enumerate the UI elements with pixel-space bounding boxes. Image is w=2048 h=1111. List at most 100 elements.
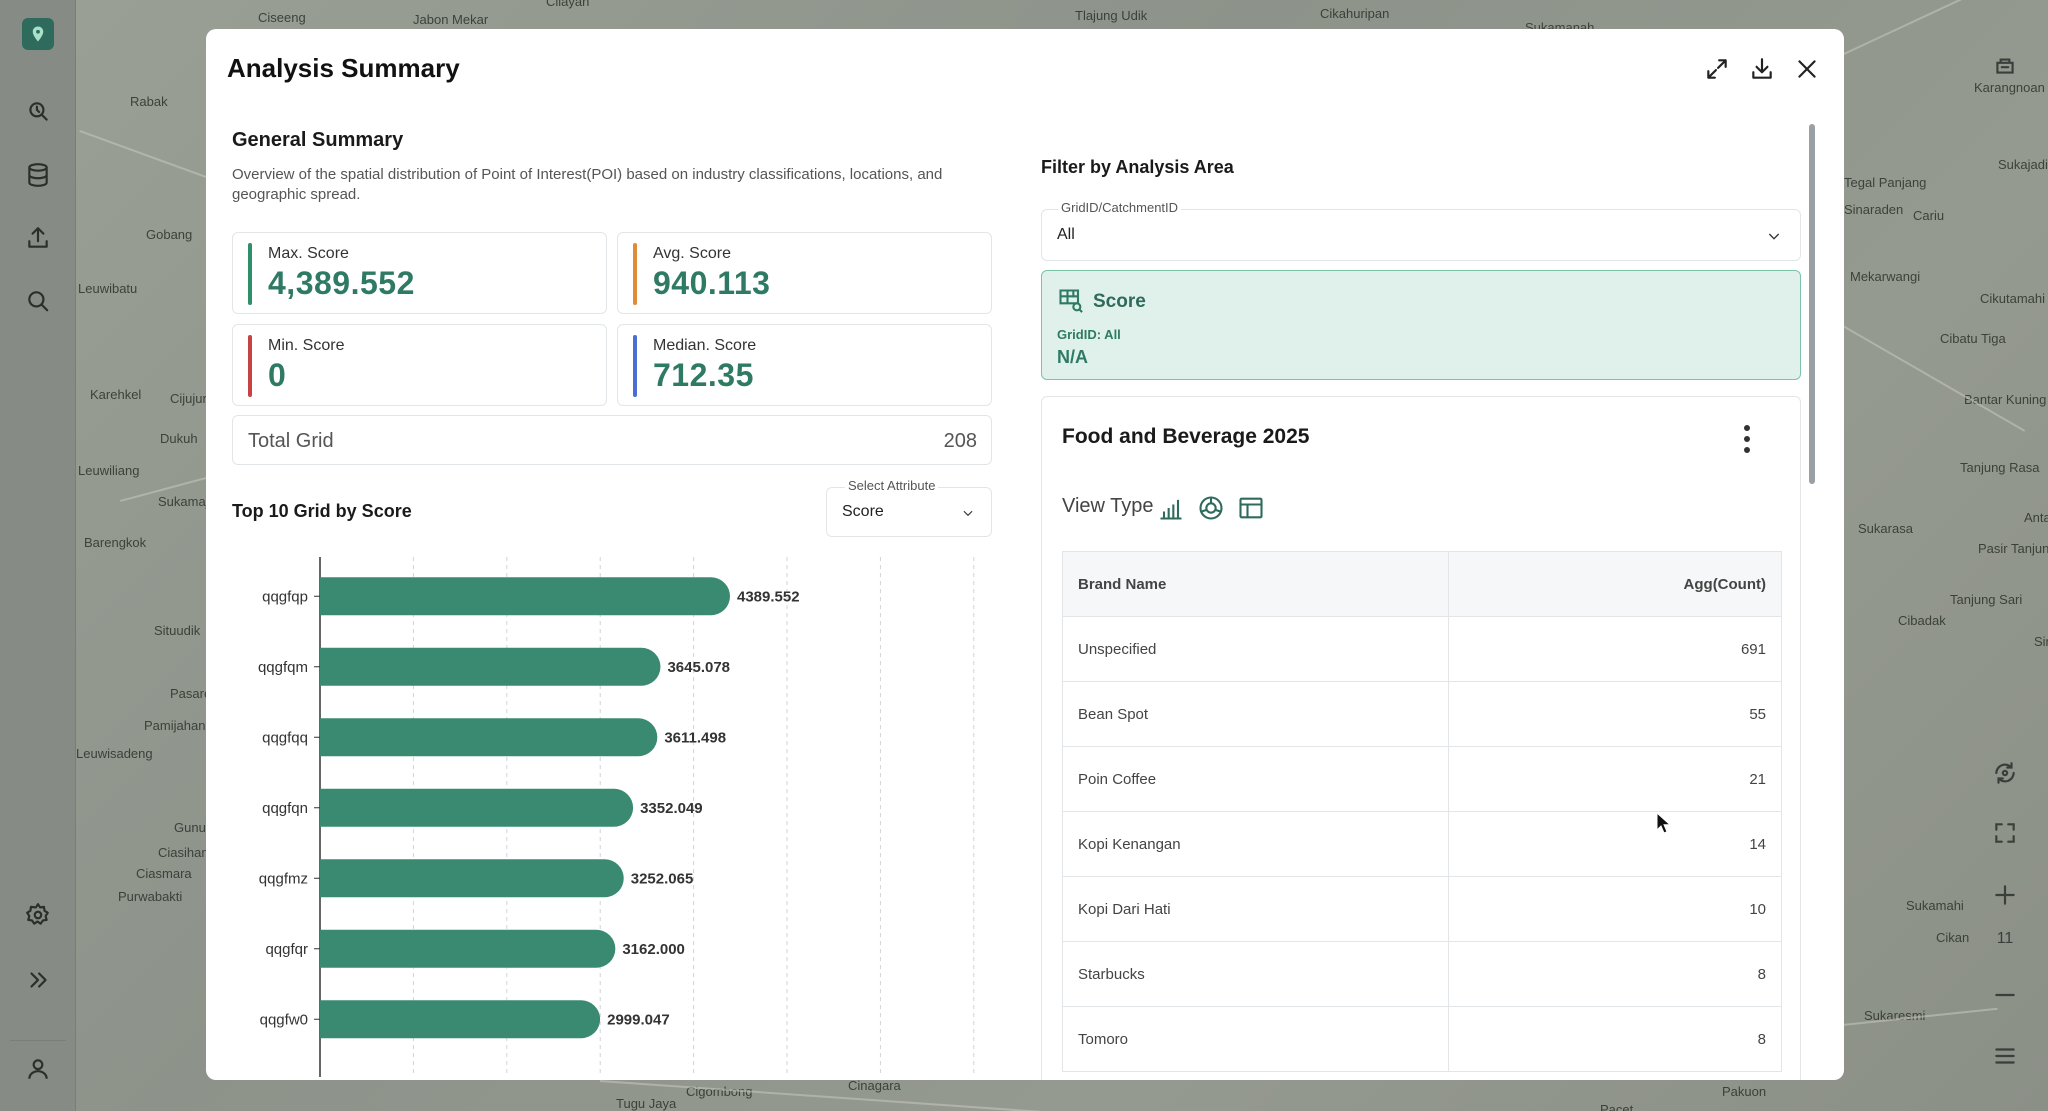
table-row[interactable]: Starbucks 8 xyxy=(1062,941,1782,1007)
select-attribute-value: Score xyxy=(842,503,884,520)
score-card-title: Score xyxy=(1093,291,1146,312)
user-icon[interactable] xyxy=(10,1040,66,1096)
panel-scrollbar[interactable] xyxy=(1809,124,1815,484)
map-place-label: Cikutamahi xyxy=(1980,291,2046,306)
score-card[interactable]: Score GridID: All N/A xyxy=(1041,270,1801,380)
agg-count-cell: 21 xyxy=(1448,746,1782,812)
total-grid-value: 208 xyxy=(943,430,977,452)
agg-count-cell: 10 xyxy=(1448,876,1782,942)
map-place-label: Pamijahan xyxy=(144,718,206,733)
chevron-down-icon xyxy=(1768,233,1780,240)
map-place-label: Cikahuripan xyxy=(1320,6,1390,21)
map-search-icon[interactable] xyxy=(20,94,56,130)
map-place-label: Pakuon xyxy=(1722,1084,1767,1099)
more-options-icon[interactable] xyxy=(1732,419,1762,459)
map-place-label: Situudik xyxy=(154,623,201,638)
map-place-label: Tanjung Sari xyxy=(1950,592,2023,607)
search-icon[interactable] xyxy=(20,283,56,319)
general-summary-title: General Summary xyxy=(232,129,404,151)
food-beverage-card: Food and Beverage 2025 View Type Brand N… xyxy=(1041,396,1801,1080)
brand-table: Brand Name Agg(Count) Unspecified 691 Bean… xyxy=(1062,551,1782,1072)
agg-count-cell: 55 xyxy=(1448,681,1782,747)
brand-name-cell: Tomoro xyxy=(1062,1006,1449,1072)
agg-count-cell: 691 xyxy=(1448,616,1782,682)
reset-view-icon[interactable] xyxy=(1982,750,2028,796)
header-brand-name[interactable]: Brand Name xyxy=(1062,551,1449,617)
filter-panel: Filter by Analysis Area GridID/Catchment… xyxy=(1041,124,1809,1080)
table-header-row: Brand Name Agg(Count) xyxy=(1062,551,1782,617)
median-score-card: Median. Score 712.35 xyxy=(617,324,992,406)
value-label: 3252.065 xyxy=(631,870,694,887)
zoom-level: 11 xyxy=(1996,930,2014,947)
location-pin-icon[interactable] xyxy=(22,18,54,50)
map-place-label: Cijujun xyxy=(170,391,210,406)
map-place-label: Karangnoan xyxy=(1974,80,2045,95)
close-icon[interactable] xyxy=(1789,51,1825,87)
left-sidebar xyxy=(0,0,76,1111)
map-place-label: Cariu xyxy=(1913,208,1945,223)
table-row[interactable]: Bean Spot 55 xyxy=(1062,681,1782,747)
map-place-label: Sukamahi xyxy=(1906,898,1964,913)
table-row[interactable]: Unspecified 691 xyxy=(1062,616,1782,682)
pie-chart-view-icon[interactable] xyxy=(1195,492,1227,524)
map-place-label: Cikan xyxy=(1936,930,1970,945)
fb-card-title: Food and Beverage 2025 xyxy=(1062,425,1310,448)
select-attribute-dropdown[interactable]: Select Attribute Score xyxy=(826,478,992,537)
bar-chart-view-icon[interactable] xyxy=(1155,492,1187,524)
brand-name-cell: Kopi Dari Hati xyxy=(1062,876,1449,942)
data-bar xyxy=(320,577,730,616)
max-score-card: Max. Score 4,389.552 xyxy=(232,232,607,314)
layers-icon[interactable] xyxy=(1982,42,2028,88)
stat-label: Avg. Score xyxy=(653,245,731,262)
table-row[interactable]: Kopi Kenangan 14 xyxy=(1062,811,1782,877)
download-icon[interactable] xyxy=(1744,51,1780,87)
table-row[interactable]: Tomoro 8 xyxy=(1062,1006,1782,1072)
fullscreen-icon[interactable] xyxy=(1982,810,2028,856)
grid-catchment-select[interactable]: GridID/CatchmentID All xyxy=(1041,200,1801,261)
data-bar xyxy=(320,859,624,898)
brand-name-cell: Unspecified xyxy=(1062,616,1449,682)
map-place-label: Jabon Mekar xyxy=(413,12,489,27)
category-label: qqgfw0 xyxy=(260,1011,308,1028)
table-row[interactable]: Poin Coffee 21 xyxy=(1062,746,1782,812)
map-place-label: Sinaraden xyxy=(1844,202,1904,217)
value-label: 3645.078 xyxy=(667,659,730,676)
map-place-label: Sukamaju xyxy=(158,494,216,509)
data-bar xyxy=(320,647,661,686)
brand-name-cell: Poin Coffee xyxy=(1062,746,1449,812)
upload-icon[interactable] xyxy=(20,220,56,256)
map-place-label: Leuwibatu xyxy=(78,281,138,296)
header-agg-count[interactable]: Agg(Count) xyxy=(1448,551,1782,617)
general-summary-description: Overview of the spatial distribution of … xyxy=(232,166,943,203)
value-label: 3611.498 xyxy=(664,729,726,746)
modal-title: Analysis Summary xyxy=(227,53,460,83)
map-place-label: Purwabakti xyxy=(118,889,183,904)
expand-sidebar-icon[interactable] xyxy=(20,962,56,998)
value-label: 3352.049 xyxy=(640,800,703,817)
stat-accent-bar xyxy=(248,335,252,397)
stat-value: 940.113 xyxy=(653,265,771,301)
map-place-label: Mekarwangi xyxy=(1850,269,1921,284)
data-bar xyxy=(320,929,616,968)
settings-icon[interactable] xyxy=(20,897,56,933)
min-score-card: Min. Score 0 xyxy=(232,324,607,406)
table-view-icon[interactable] xyxy=(1235,492,1267,524)
map-place-label: Leuwisadeng xyxy=(76,746,153,761)
map-place-label: Simarasa xyxy=(2034,634,2048,649)
map-place-label: Cinagara xyxy=(848,1078,901,1093)
list-icon[interactable] xyxy=(1982,1033,2028,1079)
data-bar xyxy=(320,718,658,757)
map-place-label: Pasir Tanjung xyxy=(1978,541,2048,556)
zoom-out-icon[interactable] xyxy=(1982,972,2028,1018)
map-place-label: Bantar Kuning xyxy=(1964,392,2047,407)
avg-score-card: Avg. Score 940.113 xyxy=(617,232,992,314)
table-row[interactable]: Kopi Dari Hati 10 xyxy=(1062,876,1782,942)
table-search-icon xyxy=(1057,287,1085,315)
map-place-label: Pacet xyxy=(1600,1102,1634,1111)
map-place-label: Antajaya xyxy=(2024,510,2048,525)
maximize-icon[interactable] xyxy=(1699,51,1735,87)
database-icon[interactable] xyxy=(20,157,56,193)
top10-bar-chart: qqgfqp 4389.552 qqgfqm 3645.078 qqgfqq 3611.4… xyxy=(232,557,1002,1077)
stat-value: 4,389.552 xyxy=(268,265,415,301)
zoom-in-icon[interactable] xyxy=(1982,872,2028,918)
